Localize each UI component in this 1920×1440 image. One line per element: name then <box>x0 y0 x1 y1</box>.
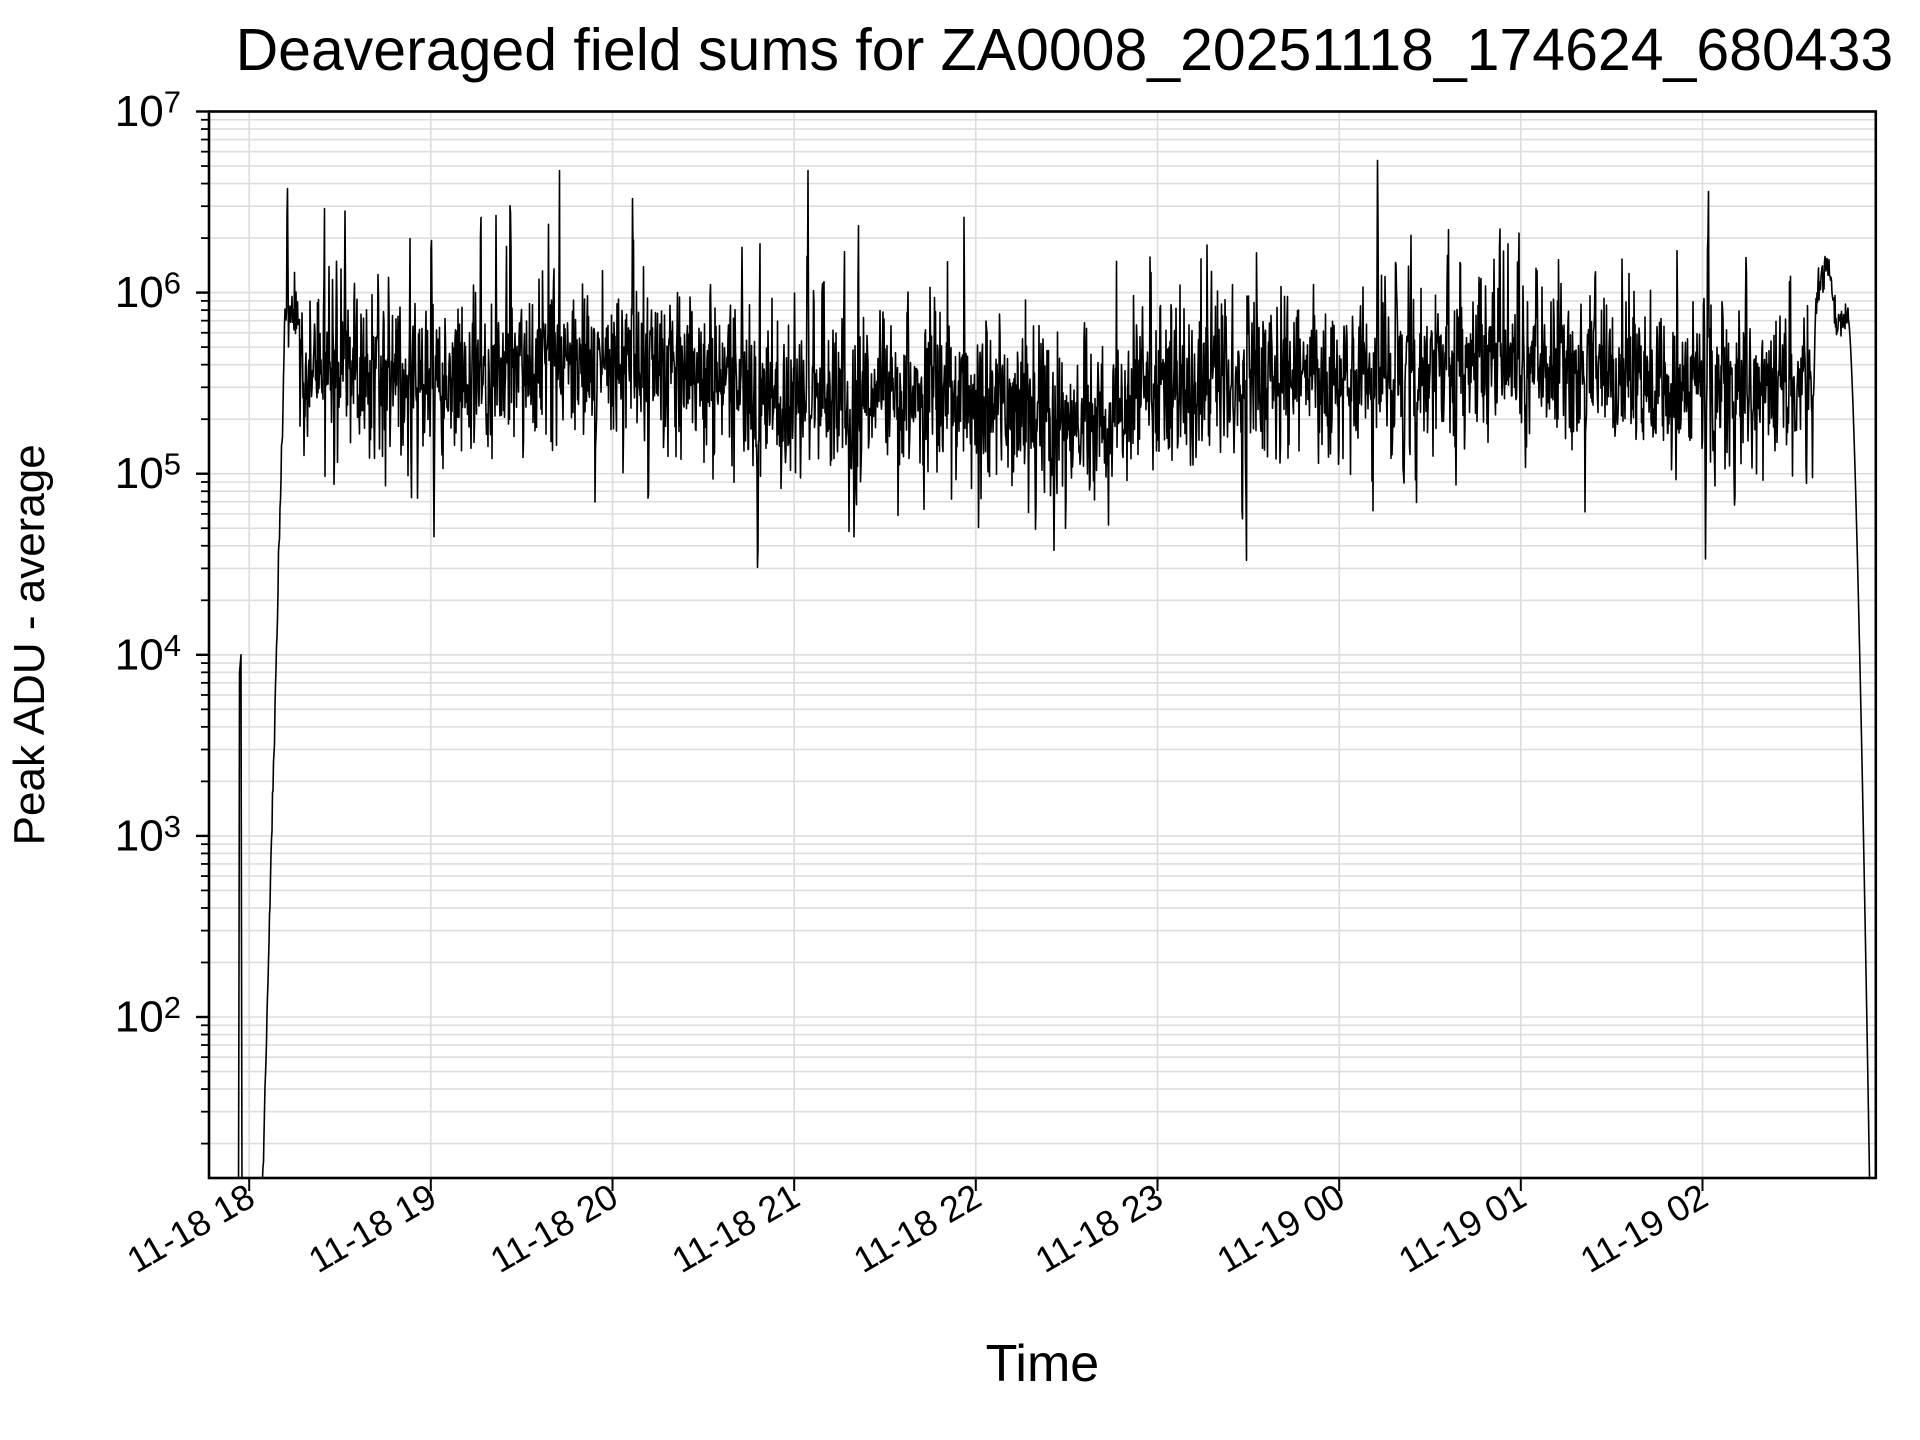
svg-text:Time: Time <box>986 1335 1100 1393</box>
svg-text:Peak ADU - average: Peak ADU - average <box>5 444 54 845</box>
svg-text:Deaveraged field sums for ZA00: Deaveraged field sums for ZA0008_2025111… <box>236 17 1894 83</box>
